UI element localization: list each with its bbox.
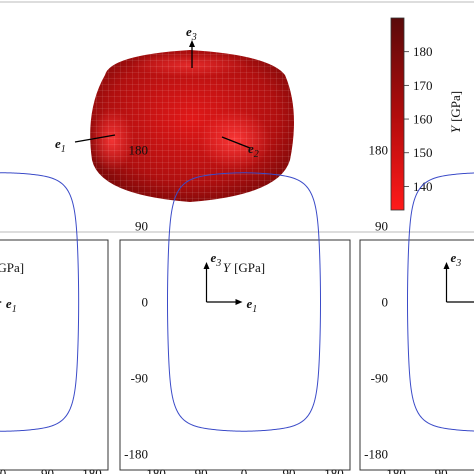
panel-frame — [119, 239, 351, 471]
x-tick-label: 180 — [82, 466, 102, 474]
e2-arrow — [221, 136, 251, 149]
y-tick-label: 0 — [142, 295, 149, 310]
e1-arrow — [74, 134, 116, 143]
colorbar-tick-label: 180 — [413, 44, 433, 59]
x-tick-label: -90 — [430, 466, 447, 474]
mini-axis-v-label: e3 — [451, 250, 462, 269]
surface-e3-label: e3 — [186, 24, 197, 43]
y-tick-label: -90 — [131, 371, 148, 386]
mini-axis-h-arrowhead — [235, 299, 243, 305]
surface-e2-label: e2 — [248, 141, 259, 160]
colorbar: 140 150 160 170 180 Y[GPa] — [390, 17, 463, 211]
panel-title: Y[GPa] — [0, 260, 24, 275]
x-tick-label: -180 — [382, 466, 406, 474]
panel-title: Y[GPa] — [223, 260, 265, 275]
y-tick-label: -180 — [364, 447, 388, 462]
modulus-curve — [407, 172, 474, 432]
surface-e1-label: e1 — [55, 136, 66, 155]
x-tick-label: 0 — [241, 466, 248, 474]
polar-panel-2: -180 -90 0 90 180 -180 -90 0 90 180 Y [GPa] e1 e3 — [119, 143, 351, 474]
y-tick-label: 180 — [369, 143, 389, 158]
mini-axis-v-arrowhead — [203, 262, 210, 269]
panel-frame — [0, 239, 109, 471]
mini-axis-v-label: e3 — [211, 250, 222, 269]
modulus-curve — [0, 172, 80, 432]
x-tick-label: 90 — [41, 466, 54, 474]
colorbar-strip — [390, 17, 405, 211]
mini-axis-v-arrowhead — [443, 262, 450, 269]
y-tick-label: 180 — [129, 143, 149, 158]
y-tick-label: 0 — [382, 295, 389, 310]
mini-axis-h-arrowhead — [0, 301, 2, 303]
colorbar-tick-label: 150 — [413, 145, 433, 160]
y-tick-label: -180 — [124, 447, 148, 462]
x-tick-label: -90 — [190, 466, 207, 474]
colorbar-tick-label: 170 — [413, 78, 433, 93]
modulus-curve — [167, 172, 321, 432]
colorbar-tick-label: 140 — [413, 179, 433, 194]
x-tick-label: 90 — [283, 466, 296, 474]
y-tick-label: 90 — [375, 219, 388, 234]
x-tick-label: 180 — [324, 466, 344, 474]
mini-axis-h-label: e1 — [247, 296, 258, 315]
y-tick-label: 90 — [135, 219, 148, 234]
mini-axis-h-label: e1 — [6, 296, 17, 315]
panel-frame — [359, 239, 474, 471]
y-tick-label: -90 — [371, 371, 388, 386]
colorbar-label: Y[GPa] — [448, 91, 463, 133]
x-tick-label: 0 — [0, 466, 6, 474]
colorbar-tick-label: 160 — [413, 112, 433, 127]
e3-arrowhead — [189, 40, 195, 47]
young-modulus-surface — [74, 40, 295, 202]
x-tick-label: -180 — [142, 466, 166, 474]
